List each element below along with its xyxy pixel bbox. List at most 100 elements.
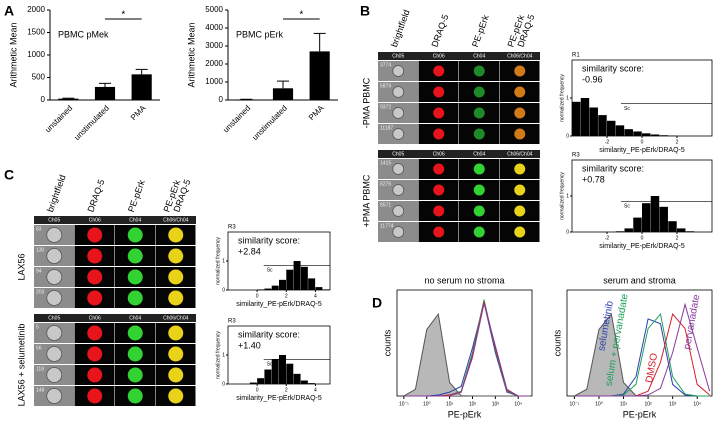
channel-header-bar	[378, 52, 540, 60]
cell	[87, 269, 103, 285]
histogram-bar	[264, 288, 272, 290]
column-header: PE-pErk	[126, 178, 147, 213]
series-line	[574, 302, 711, 397]
histogram-bar	[580, 98, 590, 136]
channel-label: Ch05	[392, 54, 404, 60]
chart-title: PBMC pMek	[58, 29, 109, 39]
channel-label: Ch06/Ch04	[163, 218, 189, 224]
bar	[272, 88, 294, 100]
x-tick-label: 10¹	[620, 401, 628, 407]
region-label: Sc	[267, 362, 273, 368]
x-axis-label: similarity_PE-pErk/DRAQ-5	[236, 395, 322, 402]
cell-id: 130	[36, 247, 45, 253]
column-header: PE-pErk	[470, 13, 491, 48]
annotation: similarity score:	[238, 329, 300, 339]
cell-id: 56	[36, 345, 42, 351]
cell	[168, 290, 184, 306]
histogram-bar	[659, 135, 668, 136]
gate-label: R3	[228, 319, 236, 325]
x-tick-label: 0	[256, 387, 259, 393]
x-tick-label: 10³	[492, 401, 500, 407]
histogram-bar	[642, 133, 651, 136]
x-tick-label: 2	[285, 293, 288, 299]
bar	[94, 86, 116, 100]
y-tick-label: 1000	[27, 50, 45, 59]
cell	[87, 227, 103, 243]
cell	[433, 205, 445, 217]
channel-label: Ch06	[433, 152, 445, 158]
histogram-bar	[633, 217, 642, 232]
area-fill	[574, 314, 710, 396]
bar	[58, 98, 79, 100]
cell	[473, 226, 485, 238]
y-tick-label: 0	[566, 229, 569, 235]
y-axis-label: normalized frequency	[215, 331, 221, 379]
cell	[168, 346, 184, 362]
cell	[127, 227, 143, 243]
x-axis-label: similarity_PE-pErk/DRAQ-5	[236, 301, 322, 308]
cell	[433, 107, 445, 119]
cell-id: 1415	[380, 160, 391, 166]
y-tick-label: 0	[566, 133, 569, 139]
cell	[168, 388, 184, 404]
histogram-bar	[659, 206, 668, 232]
cell	[433, 226, 445, 238]
cell	[168, 248, 184, 264]
channel-header-bar	[34, 314, 196, 322]
cell-id: 8276	[380, 181, 391, 187]
cell-id: 203	[36, 289, 45, 295]
channel-label: Ch06/Ch04	[163, 316, 189, 322]
histogram-bar	[607, 120, 616, 136]
x-tick-label: PMA	[129, 103, 148, 122]
x-tick-label: 10⁰	[595, 401, 603, 407]
x-tick-label: unstained	[221, 104, 252, 135]
x-tick-label: 10⁴	[693, 401, 701, 407]
series-label: DMSO	[644, 352, 660, 384]
bar	[131, 74, 152, 100]
cell	[168, 325, 184, 341]
cell	[87, 290, 103, 306]
histogram-bar	[650, 196, 660, 232]
x-axis-label: similarity_PE-pErk/DRAQ-5	[599, 243, 685, 250]
cell-id: 5	[36, 324, 39, 330]
area-fill	[403, 314, 530, 396]
channel-label: Ch06/Ch04	[507, 54, 533, 60]
histogram-bar	[624, 129, 633, 136]
cell	[392, 86, 405, 98]
y-axis-label: counts	[552, 329, 562, 356]
x-tick-label: -2	[605, 139, 610, 145]
histogram-bar	[598, 115, 607, 136]
cell-id: 83	[36, 226, 42, 232]
column-header: brightfield	[389, 8, 412, 48]
channel-header-bar	[34, 216, 196, 224]
cell	[473, 205, 485, 217]
cell	[168, 269, 184, 285]
cell	[392, 65, 405, 77]
cell	[46, 248, 63, 264]
y-axis-label: Arithmetic Mean	[8, 22, 18, 87]
significance-label: *	[121, 10, 125, 21]
histogram-bar	[293, 373, 301, 384]
cell	[87, 388, 103, 404]
y-axis-label: normalized frequency	[559, 74, 565, 122]
y-axis-label: normalized frequency	[559, 172, 565, 220]
region-label: Sc	[267, 268, 273, 274]
y-tick-label: 5000	[205, 5, 223, 14]
cell	[514, 226, 526, 238]
histogram-bar	[633, 131, 642, 136]
x-tick-label: 10⁻¹	[569, 401, 579, 407]
x-tick-label: PMA	[307, 103, 326, 122]
cell	[46, 388, 63, 404]
y-tick-label: 1	[566, 95, 569, 101]
cell	[473, 128, 485, 140]
significance-label: *	[299, 10, 303, 21]
cell	[514, 107, 526, 119]
channel-label: Ch04	[473, 152, 485, 158]
histogram-bar	[300, 380, 308, 384]
cell	[87, 325, 103, 341]
gate-label: R3	[572, 153, 580, 159]
group-label: LAX56 + selumetinib	[16, 324, 26, 407]
cell	[473, 163, 485, 175]
x-tick-label: 2	[676, 139, 679, 145]
histogram-bar	[677, 228, 686, 232]
